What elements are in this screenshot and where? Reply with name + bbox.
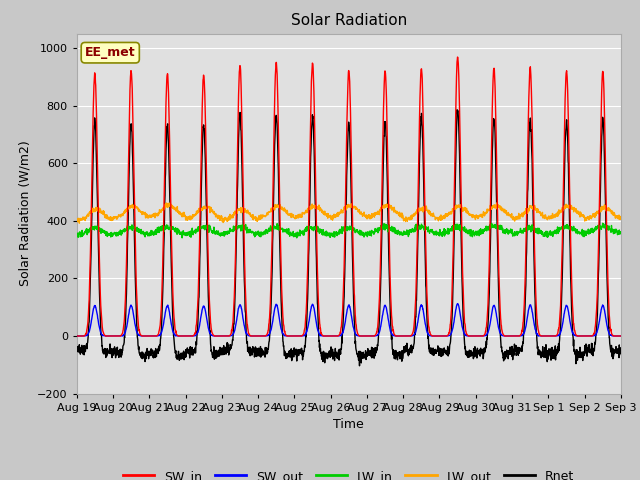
LW_out xyxy=(617,216,625,222)
SW_in xyxy=(584,333,592,339)
Rnet xyxy=(356,363,364,369)
X-axis label: Time: Time xyxy=(333,418,364,431)
LW_in xyxy=(569,226,577,231)
Rnet xyxy=(584,345,592,351)
LW_in xyxy=(73,234,81,240)
LW_in xyxy=(376,226,384,232)
SW_out xyxy=(73,333,81,339)
SW_in xyxy=(365,333,372,339)
Rnet xyxy=(617,350,625,356)
LW_out xyxy=(73,219,81,225)
LW_in xyxy=(179,235,186,241)
Rnet xyxy=(508,344,515,350)
SW_out xyxy=(507,333,515,339)
SW_out xyxy=(225,333,232,339)
SW_in xyxy=(507,333,515,339)
SW_in xyxy=(225,333,232,339)
Rnet xyxy=(453,107,461,113)
SW_in xyxy=(376,271,384,277)
LW_out xyxy=(76,220,83,226)
Text: EE_met: EE_met xyxy=(85,46,136,59)
LW_in xyxy=(365,230,372,236)
SW_in xyxy=(73,333,81,339)
LW_in xyxy=(584,229,592,235)
SW_in xyxy=(454,54,461,60)
Legend: SW_in, SW_out, LW_in, LW_out, Rnet: SW_in, SW_out, LW_in, LW_out, Rnet xyxy=(118,465,579,480)
LW_in xyxy=(599,220,607,226)
LW_out xyxy=(225,214,232,219)
SW_in xyxy=(617,333,625,339)
Line: Rnet: Rnet xyxy=(77,110,621,366)
LW_out xyxy=(493,200,501,205)
SW_out xyxy=(365,333,372,339)
Rnet xyxy=(73,348,81,353)
SW_in xyxy=(569,310,577,316)
LW_in xyxy=(617,231,625,237)
SW_out xyxy=(584,333,592,339)
SW_out xyxy=(454,301,461,307)
LW_out xyxy=(584,215,592,221)
Line: LW_out: LW_out xyxy=(77,203,621,223)
Y-axis label: Solar Radiation (W/m2): Solar Radiation (W/m2) xyxy=(19,141,32,287)
LW_out xyxy=(365,212,372,217)
Line: SW_out: SW_out xyxy=(77,304,621,336)
Title: Solar Radiation: Solar Radiation xyxy=(291,13,407,28)
Line: LW_in: LW_in xyxy=(77,223,621,238)
SW_out xyxy=(617,333,625,339)
LW_in xyxy=(507,229,515,235)
LW_out xyxy=(570,206,577,212)
SW_out xyxy=(569,330,577,336)
SW_out xyxy=(376,326,384,332)
LW_out xyxy=(508,215,515,220)
Rnet xyxy=(365,348,372,354)
Rnet xyxy=(376,289,384,295)
Rnet xyxy=(225,345,232,350)
LW_in xyxy=(225,230,232,236)
LW_out xyxy=(376,208,384,214)
Rnet xyxy=(570,335,577,341)
Line: SW_in: SW_in xyxy=(77,57,621,336)
